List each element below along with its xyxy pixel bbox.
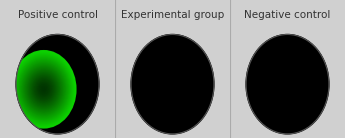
Circle shape: [246, 34, 329, 134]
Circle shape: [17, 57, 70, 121]
Circle shape: [38, 83, 49, 96]
Circle shape: [30, 73, 58, 106]
Circle shape: [23, 65, 64, 114]
Circle shape: [19, 59, 69, 119]
Circle shape: [28, 71, 59, 108]
Text: Negative control: Negative control: [244, 10, 331, 20]
Text: Experimental group: Experimental group: [121, 10, 224, 20]
Circle shape: [31, 74, 57, 105]
Circle shape: [13, 53, 74, 126]
Circle shape: [37, 82, 50, 97]
Circle shape: [33, 77, 54, 101]
Circle shape: [16, 34, 99, 134]
Circle shape: [29, 72, 58, 107]
Circle shape: [36, 79, 52, 99]
Circle shape: [40, 85, 47, 94]
Circle shape: [22, 64, 65, 115]
Circle shape: [36, 80, 51, 98]
Circle shape: [20, 61, 68, 118]
Circle shape: [26, 68, 61, 110]
Circle shape: [27, 69, 60, 109]
Circle shape: [131, 34, 214, 134]
Circle shape: [12, 52, 75, 127]
Circle shape: [16, 34, 99, 134]
Circle shape: [22, 63, 66, 116]
Circle shape: [24, 66, 63, 112]
Circle shape: [21, 62, 67, 117]
Circle shape: [39, 84, 48, 95]
Circle shape: [32, 75, 56, 104]
Circle shape: [16, 56, 71, 122]
Circle shape: [15, 55, 72, 124]
Circle shape: [33, 76, 55, 103]
Circle shape: [18, 58, 69, 120]
Circle shape: [14, 54, 73, 125]
Circle shape: [11, 51, 76, 128]
Text: Positive control: Positive control: [18, 10, 98, 20]
Circle shape: [34, 78, 53, 100]
Circle shape: [25, 67, 62, 111]
